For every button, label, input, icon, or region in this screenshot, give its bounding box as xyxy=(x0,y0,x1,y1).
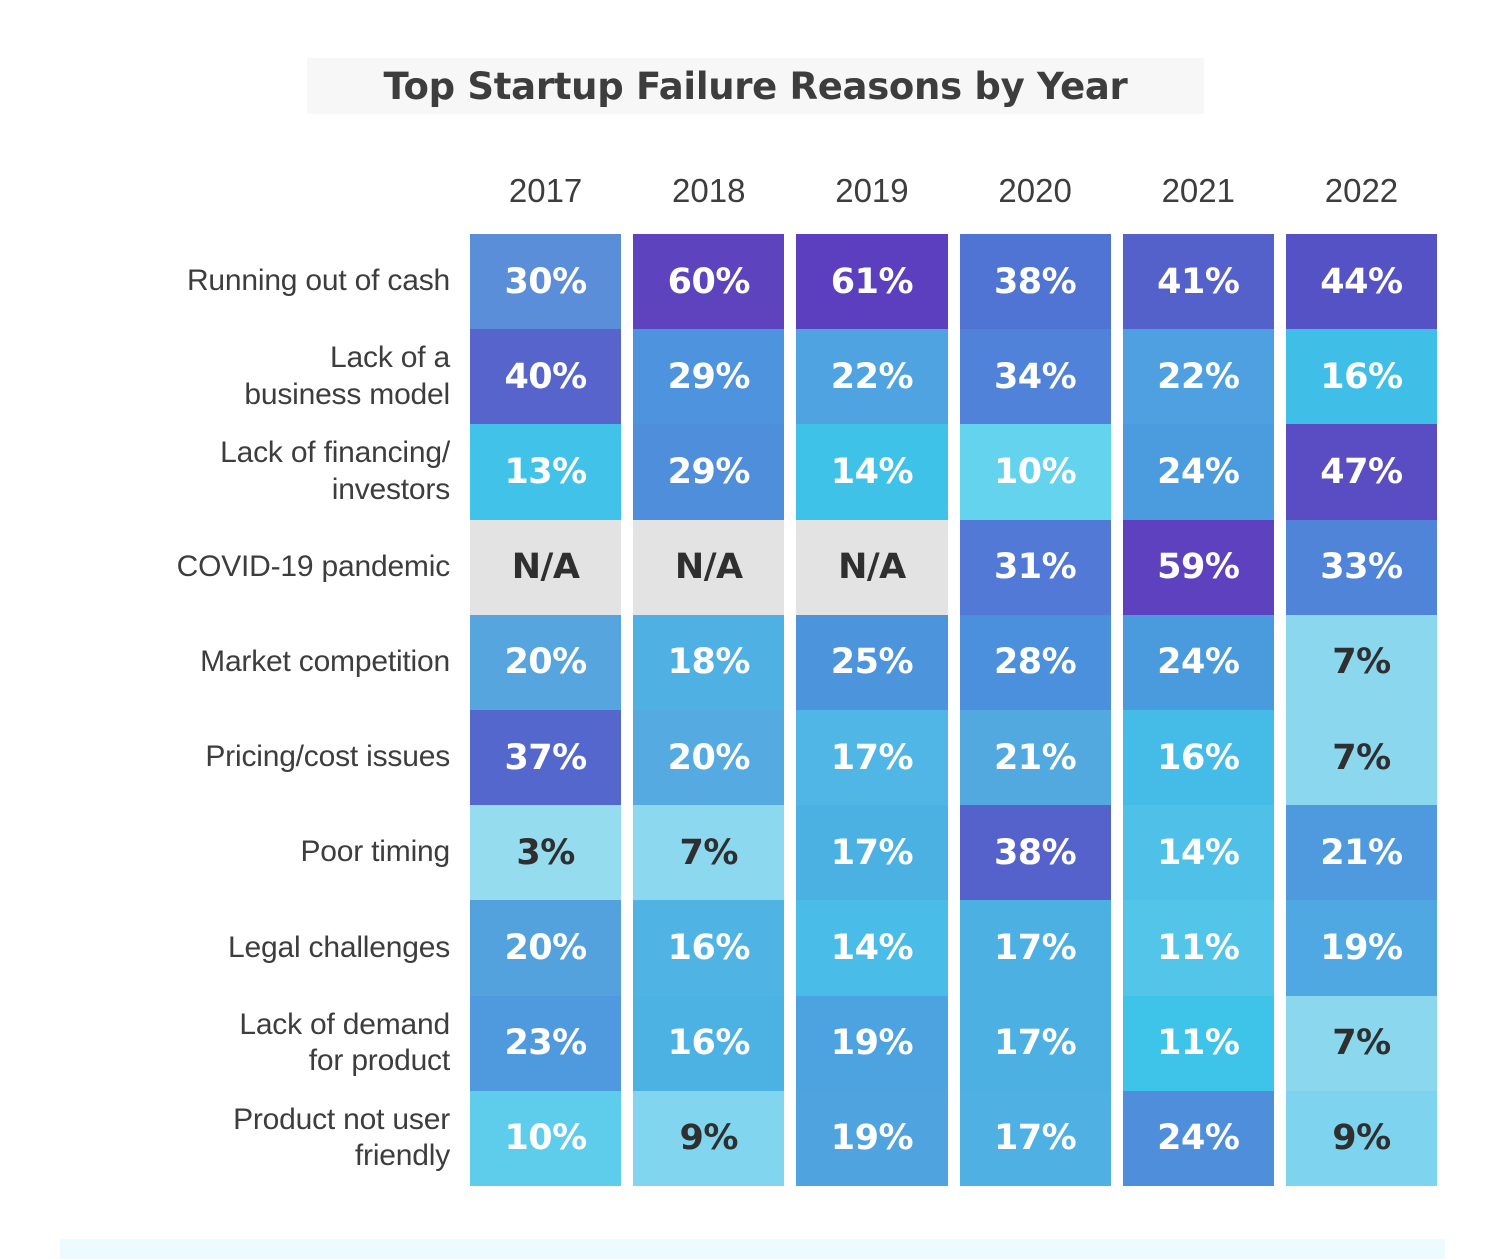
heatmap-cell[interactable]: 18% xyxy=(633,614,785,711)
heatmap-cell[interactable]: 24% xyxy=(1122,1090,1274,1187)
heatmap-cell[interactable]: 44% xyxy=(1285,234,1438,330)
heatmap-cell[interactable]: 3% xyxy=(470,805,622,901)
heatmap-column-2020: 38% 34% 10% 31% 28% 21% 38% 17% 17% 17% xyxy=(959,234,1111,1187)
heatmap-cell[interactable]: 13% xyxy=(470,424,622,520)
heatmap-cell[interactable]: N/A xyxy=(796,519,948,615)
heatmap-cell[interactable]: 28% xyxy=(959,614,1111,711)
heatmap-cell[interactable]: 17% xyxy=(796,805,948,901)
heatmap-cell[interactable]: 41% xyxy=(1122,234,1274,330)
heatmap-cell[interactable]: 38% xyxy=(959,234,1111,330)
heatmap-cell[interactable]: 7% xyxy=(1285,995,1438,1091)
heatmap-cell[interactable]: 11% xyxy=(1122,995,1274,1091)
heatmap-cell[interactable]: 14% xyxy=(796,900,948,996)
heatmap-column-2019: 61% 22% 14% N/A 25% 17% 17% 14% 19% 19% xyxy=(796,234,948,1187)
bottom-accent-band xyxy=(60,1239,1445,1259)
column-header-row: 2017 2018 2019 2020 2021 2022 xyxy=(470,165,1437,217)
heatmap-cell[interactable]: 16% xyxy=(1285,329,1438,425)
column-header-2017: 2017 xyxy=(508,172,583,209)
heatmap-cell[interactable]: 38% xyxy=(959,805,1111,901)
heatmap-cell[interactable]: 17% xyxy=(796,710,948,806)
heatmap-cell[interactable]: N/A xyxy=(633,519,785,615)
column-header-2019: 2019 xyxy=(835,172,909,209)
heatmap-cell[interactable]: 20% xyxy=(470,614,622,711)
row-label: Pricing/cost issues xyxy=(205,740,450,774)
heatmap-cell[interactable]: 34% xyxy=(959,329,1111,425)
heatmap-cell[interactable]: 31% xyxy=(959,519,1111,615)
column-header-2018: 2018 xyxy=(672,172,746,209)
heatmap-cell[interactable]: 17% xyxy=(959,995,1111,1091)
heatmap-cell[interactable]: 61% xyxy=(796,234,948,330)
heatmap-cell[interactable]: 22% xyxy=(796,329,948,425)
heatmap-cell[interactable]: 17% xyxy=(959,1090,1111,1187)
heatmap-cell[interactable]: 24% xyxy=(1122,424,1274,520)
chart-title-band: Top Startup Failure Reasons by Year xyxy=(307,58,1204,114)
heatmap-cell[interactable]: 7% xyxy=(633,805,785,901)
row-label: Lack of demand for product xyxy=(239,1007,450,1078)
heatmap-cell[interactable]: N/A xyxy=(470,519,622,615)
row-label-column: Running out of cash Lack of a business mo… xyxy=(40,234,451,1186)
heatmap-cell[interactable]: 10% xyxy=(470,1090,622,1187)
heatmap-cell[interactable]: 19% xyxy=(1285,900,1438,996)
heatmap-cell[interactable]: 14% xyxy=(1122,805,1274,901)
row-label: Lack of financing/ investors xyxy=(220,436,450,506)
heatmap-cell[interactable]: 7% xyxy=(1285,710,1438,806)
heatmap-cell[interactable]: 47% xyxy=(1285,424,1438,520)
heatmap-column-2021: 41% 22% 24% 59% 24% 16% 14% 11% 11% 24% xyxy=(1122,234,1274,1187)
heatmap-cell[interactable]: 60% xyxy=(633,234,785,330)
heatmap-cell[interactable]: 16% xyxy=(633,995,785,1091)
heatmap-cell[interactable]: 59% xyxy=(1122,519,1274,615)
heatmap-cell[interactable]: 21% xyxy=(959,710,1111,806)
column-header-2020: 2020 xyxy=(998,172,1072,209)
page-title: Top Startup Failure Reasons by Year xyxy=(383,64,1128,108)
row-label: Market competition xyxy=(200,645,450,679)
heatmap-cell[interactable]: 22% xyxy=(1122,329,1274,425)
heatmap-cell[interactable]: 9% xyxy=(1285,1090,1438,1187)
heatmap-cell[interactable]: 19% xyxy=(796,1090,948,1187)
heatmap-matrix: 30% 40% 13% N/A 20% 37% 3% 20% 23% 10% 60% 29% 29% N/… xyxy=(470,234,1438,1187)
heatmap-cell[interactable]: 20% xyxy=(633,710,785,806)
heatmap-cell[interactable]: 40% xyxy=(470,329,622,425)
heatmap-cell[interactable]: 11% xyxy=(1122,900,1274,996)
heatmap-cell[interactable]: 29% xyxy=(633,329,785,425)
heatmap-cell[interactable]: 19% xyxy=(796,995,948,1091)
heatmap-cell[interactable]: 25% xyxy=(796,614,948,711)
heatmap-cell[interactable]: 37% xyxy=(470,710,622,806)
heatmap-cell[interactable]: 21% xyxy=(1285,805,1438,901)
heatmap-cell[interactable]: 20% xyxy=(470,900,622,996)
row-label: Lack of a business model xyxy=(244,341,450,411)
heatmap-cell[interactable]: 33% xyxy=(1285,519,1438,615)
column-header-2022: 2022 xyxy=(1324,172,1399,209)
heatmap-cell[interactable]: 24% xyxy=(1122,614,1274,711)
heatmap-cell[interactable]: 9% xyxy=(633,1090,785,1187)
heatmap-cell[interactable]: 10% xyxy=(959,424,1111,520)
heatmap-column-2022: 44% 16% 47% 33% 7% 7% 21% 19% 7% 9% xyxy=(1285,234,1438,1187)
heatmap-cell[interactable]: 7% xyxy=(1285,614,1438,711)
heatmap-cell[interactable]: 30% xyxy=(470,234,622,330)
column-header-2021: 2021 xyxy=(1161,172,1235,209)
heatmap-cell[interactable]: 23% xyxy=(470,995,622,1091)
heatmap-column-2018: 60% 29% 29% N/A 18% 20% 7% 16% 16% 9% xyxy=(633,234,785,1187)
row-label: Running out of cash xyxy=(186,264,450,298)
heatmap-cell[interactable]: 16% xyxy=(1122,710,1274,806)
heatmap-cell[interactable]: 17% xyxy=(959,900,1111,996)
heatmap-column-2017: 30% 40% 13% N/A 20% 37% 3% 20% 23% 10% xyxy=(470,234,622,1187)
heatmap-cell[interactable]: 16% xyxy=(633,900,785,996)
row-label: Poor timing xyxy=(300,835,450,869)
heatmap-cell[interactable]: 29% xyxy=(633,424,785,520)
heatmap-cell[interactable]: 14% xyxy=(796,424,948,520)
row-label: Legal challenges xyxy=(228,930,450,964)
row-label: COVID-19 pandemic xyxy=(176,549,451,583)
row-label: Product not user friendly xyxy=(233,1102,450,1173)
